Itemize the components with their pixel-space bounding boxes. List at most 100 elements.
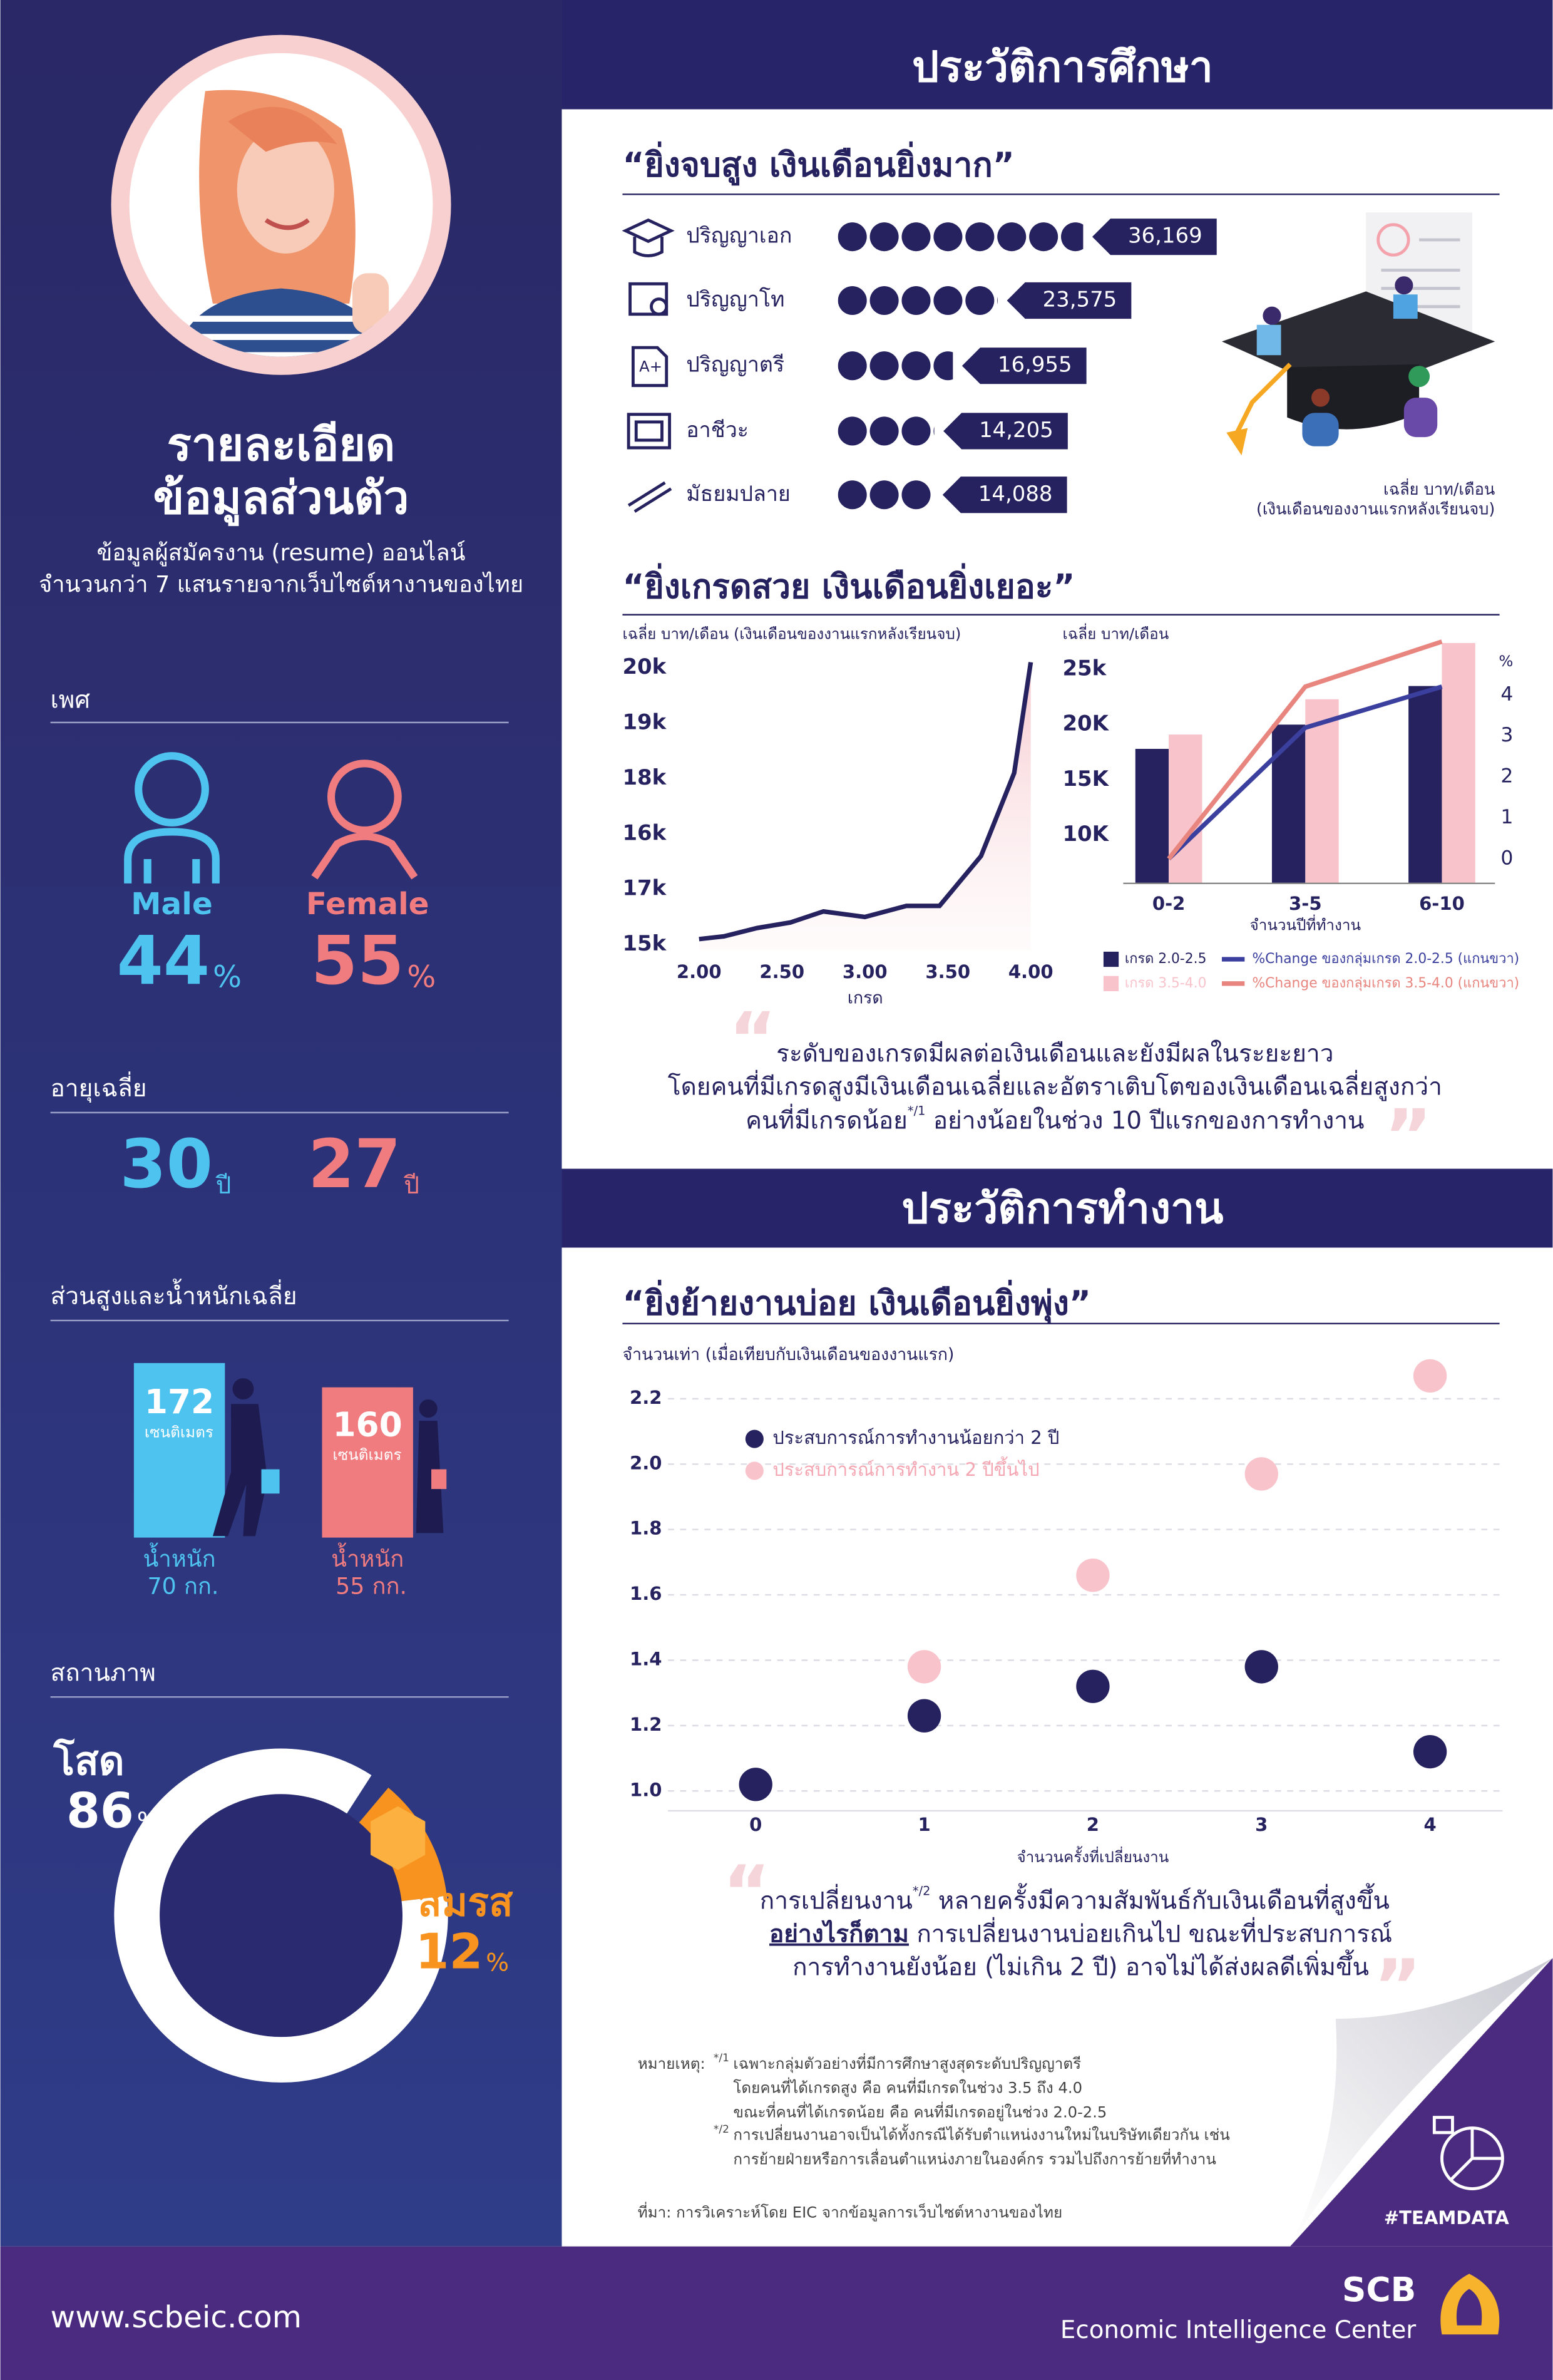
male-icon [124, 752, 220, 883]
gender-unit: % [213, 960, 242, 995]
quote-part: การเปลี่ยนงาน [760, 1883, 913, 1915]
scatter-point [907, 1650, 941, 1684]
gender-value: 44 [117, 922, 210, 1000]
y-tick-label: 2.0 [630, 1452, 662, 1473]
category-label: มัธยมปลาย [686, 482, 791, 507]
pictogram-bar [838, 480, 931, 510]
pictogram-unit [838, 351, 867, 381]
y2-tick-label: 3 [1500, 724, 1513, 746]
avatar [111, 34, 451, 375]
y-axis-label: เฉลี่ย บาท/เดือน (เงินเดือนของงานแรกหลัง… [622, 623, 961, 642]
value-label: 16,955 [998, 353, 1072, 378]
x-tick-label: 6-10 [1419, 893, 1465, 914]
section-heading: สถานภาพ [51, 1659, 156, 1687]
hashtag: #TEAMDATA [1384, 2207, 1509, 2228]
donut-segment [114, 1748, 448, 2083]
quote-mark: “ [729, 997, 776, 1082]
pictogram-bar [838, 416, 935, 446]
age-unit: ปี [215, 1172, 232, 1200]
scatter-point [1244, 1457, 1278, 1491]
y-tick-label: 1.4 [630, 1648, 662, 1669]
donut-value: 12 [415, 1924, 483, 1981]
quote-part: หลายครั้งมีความสัมพันธ์กับเงินเดือนที่สู… [930, 1883, 1389, 1915]
x-tick-label: 4 [1423, 1814, 1436, 1835]
value-tag [961, 348, 1087, 384]
donut-hole [160, 1794, 402, 2037]
pictogram-unit [838, 480, 867, 510]
x-axis-label: จำนวนครั้งที่เปลี่ยนงาน [1017, 1846, 1169, 1866]
woman-figure [416, 1399, 447, 1533]
quote-mark: “ [722, 1850, 770, 1935]
y-tick-label: 1.8 [630, 1518, 662, 1539]
note-line: การย้ายฝ่ายหรือการเลื่อนตำแหน่งภายในองค์… [733, 2149, 1216, 2168]
line [699, 662, 1033, 942]
section-heading: อายุเฉลี่ย [51, 1071, 147, 1103]
quote-mark: ” [1373, 1944, 1421, 2029]
age-value: 30 [120, 1126, 213, 1203]
footer-logo [1440, 2274, 1500, 2335]
legend-label: เกรด 3.5-4.0 [1125, 976, 1207, 991]
weight-unit: กก. [184, 1573, 219, 1600]
height-unit: เซนติเมตร [145, 1423, 213, 1441]
category-label: ปริญญาตรี [686, 353, 784, 378]
x-tick-label: 3.00 [843, 961, 888, 982]
weight-unit: กก. [372, 1573, 407, 1600]
note-line: โดยคนที่ได้เกรดสูง คือ คนที่มีเกรดในช่วง… [733, 2078, 1082, 2098]
quote-mark: ” [1384, 1095, 1432, 1179]
value-label: 23,575 [1043, 287, 1117, 312]
pictogram-unit [933, 286, 963, 316]
female-icon [311, 760, 418, 880]
scatter-point [1076, 1558, 1110, 1592]
scatter-point [1076, 1669, 1110, 1703]
y-tick-label: 20K [1062, 712, 1109, 736]
height-value: 160 [332, 1404, 402, 1444]
value-tag [942, 477, 1067, 513]
area [699, 662, 1031, 950]
pictogram-unit [869, 480, 899, 510]
quote-line: การเปลี่ยนงาน*/2 หลายครั้งมีความสัมพันธ์… [760, 1883, 1390, 1915]
pictogram-unit [869, 222, 899, 252]
gender-label: Female [306, 887, 429, 922]
donut-unit: % [137, 1808, 160, 1836]
pictogram-unit [838, 286, 867, 316]
pictogram-unit [869, 416, 899, 446]
chart-note: (เงินเดือนของงานแรกหลังเรียนจบ) [1256, 500, 1495, 519]
pictogram-bar [838, 286, 998, 316]
note-line: ขณะที่คนที่ได้เกรดน้อย คือ คนที่มีเกรดอย… [733, 2101, 1107, 2121]
x-axis-label: จำนวนปีที่ทำงาน [1250, 915, 1361, 934]
y-axis-label: จำนวนเท่า (เมื่อเทียบกับเงินเดือนของงานแ… [622, 1342, 954, 1364]
bar [1442, 642, 1475, 883]
pictogram-unit [838, 222, 867, 252]
page-curl [1290, 1958, 1553, 2247]
donut-unit: % [486, 1949, 509, 1977]
height-value: 172 [145, 1382, 214, 1421]
y-tick-label: 2.2 [630, 1387, 662, 1408]
bar [1169, 734, 1202, 883]
y-tick-label: 16k [622, 821, 667, 845]
footer-org: Economic Intelligence Center [1060, 2316, 1416, 2344]
sidebar-subtitle: จำนวนกว่า 7 แสนรายจากเว็บไซต์หางานของไทย [39, 570, 523, 598]
weight-value: 55 [336, 1573, 364, 1600]
pictogram-unit [901, 222, 931, 252]
chart-note: เฉลี่ย บาท/เดือน [1383, 478, 1495, 499]
x-tick-label: 2.00 [677, 961, 722, 982]
quote-line: การทำงานยังน้อย (ไม่เกิน 2 ปี) อาจไม่ได้… [792, 1950, 1369, 1982]
icon-glyph: A+ [639, 358, 662, 376]
pictogram-unit [933, 426, 935, 436]
bar [1135, 748, 1169, 883]
footer-url: www.scbeic.com [51, 2300, 302, 2335]
weight-label: น้ำหนัก [331, 1542, 404, 1572]
donut-value: 86 [66, 1783, 134, 1839]
pictogram-unit [1029, 222, 1058, 252]
x-tick-label: 0 [749, 1814, 762, 1835]
note-mark: */2 [714, 2123, 729, 2135]
pictogram-unit [901, 416, 931, 446]
legend-label: %Change ของกลุ่มเกรด 3.5-4.0 (แกนขวา) [1252, 976, 1519, 991]
category-label: ปริญญาโท [686, 287, 784, 312]
y2-axis-label: % [1499, 652, 1513, 670]
age-unit: ปี [403, 1172, 419, 1200]
bar [1305, 699, 1339, 883]
y-tick-label: 10K [1062, 822, 1109, 847]
y2-tick-label: 0 [1500, 847, 1513, 870]
value-tag [943, 413, 1068, 450]
